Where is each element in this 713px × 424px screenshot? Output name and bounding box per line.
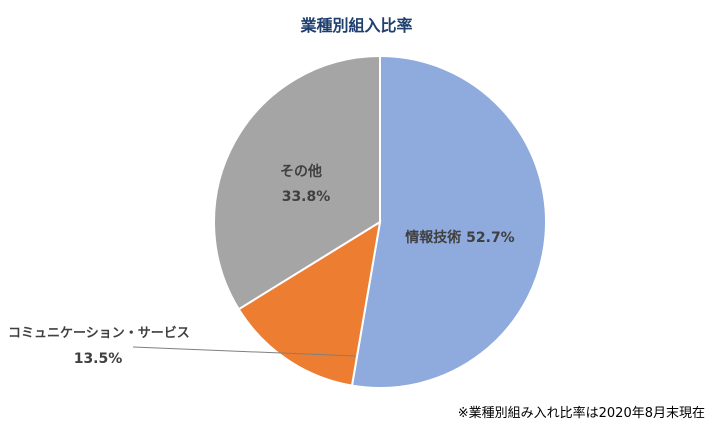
label-communication-services: コミュニケーション・サービス	[8, 325, 190, 341]
value-communication-services: 13.5%	[74, 351, 123, 367]
slice-information-technology	[350, 54, 547, 389]
slice-other	[213, 54, 381, 311]
footnote: ※業種別組み入れ比率は2020年8月末現在	[457, 406, 705, 421]
value-other: 33.8%	[282, 189, 331, 205]
chart-title: 業種別組入比率	[300, 16, 413, 35]
label-other: その他	[280, 163, 322, 180]
slice-communication-services	[237, 219, 382, 387]
leader-line-communication	[132, 346, 356, 357]
label-information-technology: 情報技術 52.7%	[405, 229, 514, 246]
